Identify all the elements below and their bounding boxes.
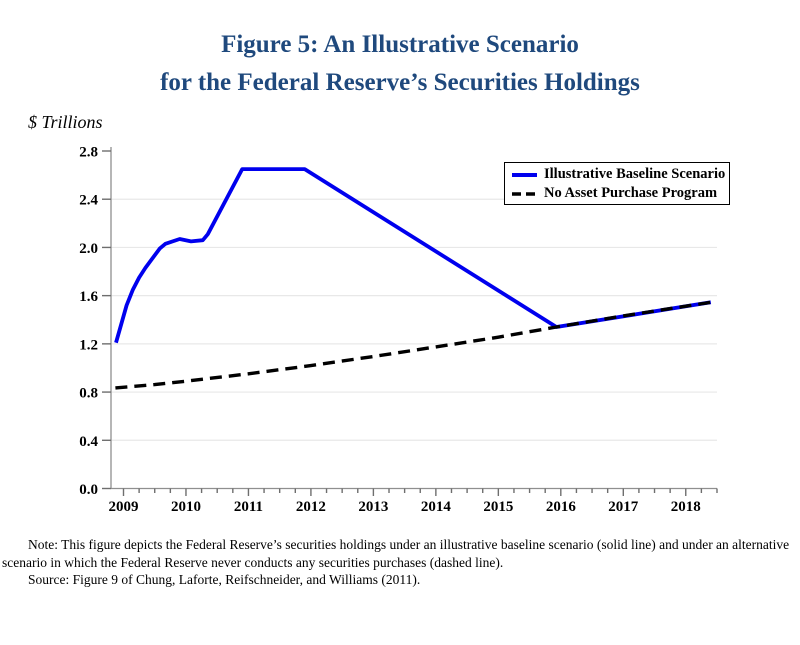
x-tick-label: 2017 xyxy=(608,499,639,515)
series-line-0 xyxy=(114,167,712,344)
note-text: Note: This figure depicts the Federal Re… xyxy=(2,537,790,570)
legend-item-no-purchase: No Asset Purchase Program xyxy=(511,184,729,203)
y-tick-label: 1.6 xyxy=(79,289,98,305)
legend-label-baseline: Illustrative Baseline Scenario xyxy=(544,166,726,182)
y-tick-label: 0.0 xyxy=(79,482,98,498)
series-line-1 xyxy=(115,300,712,390)
legend-label-no-purchase: No Asset Purchase Program xyxy=(544,185,718,201)
y-tick-label: 2.0 xyxy=(79,241,98,257)
solid-line-sample-icon xyxy=(512,172,537,177)
y-axis-ticks: 0.0 0.4 0.8 1.2 1.6 2.0 2.4 2.8 xyxy=(79,145,111,498)
x-tick-label: 2016 xyxy=(546,499,577,515)
gridlines xyxy=(111,198,717,441)
x-tick-label: 2014 xyxy=(421,499,452,515)
axes xyxy=(110,147,717,490)
line-chart: 0.0 0.4 0.8 1.2 1.6 2.0 2.4 2.8 2009 2010 2011 2012… xyxy=(79,145,718,515)
figure-title-line1: Figure 5: An Illustrative Scenario xyxy=(221,31,579,58)
x-tick-label: 2010 xyxy=(171,499,201,515)
source-text: Source: Figure 9 of Chung, Laforte, Reif… xyxy=(28,572,421,587)
x-tick-label: 2013 xyxy=(358,499,388,515)
dashed-line-sample-icon xyxy=(512,191,537,196)
y-tick-label: 1.2 xyxy=(79,337,98,353)
x-tick-label: 2012 xyxy=(296,499,326,515)
chart-legend: Illustrative Baseline Scenario No Asset … xyxy=(504,162,730,205)
y-tick-label: 0.8 xyxy=(79,386,98,402)
x-tick-label: 2015 xyxy=(483,499,513,515)
legend-item-baseline: Illustrative Baseline Scenario xyxy=(511,165,729,184)
x-tick-label: 2009 xyxy=(108,499,138,515)
y-tick-label: 2.4 xyxy=(79,193,98,209)
x-tick-label: 2011 xyxy=(234,499,263,515)
x-axis-ticks: 2009 2010 2011 2012 2013 2014 2015 2016 2017 2018 xyxy=(108,488,718,515)
x-tick-label: 2018 xyxy=(671,499,701,515)
y-tick-label: 2.8 xyxy=(79,145,98,161)
y-axis-unit-label: $ Trillions xyxy=(28,112,103,132)
figure-notes: Note: This figure depicts the Federal Re… xyxy=(2,536,796,589)
figure-title: Figure 5: An Illustrative Scenario for t… xyxy=(0,26,800,102)
y-tick-label: 0.4 xyxy=(79,434,98,450)
figure-title-line2: for the Federal Reserve’s Securities Hol… xyxy=(160,69,640,96)
